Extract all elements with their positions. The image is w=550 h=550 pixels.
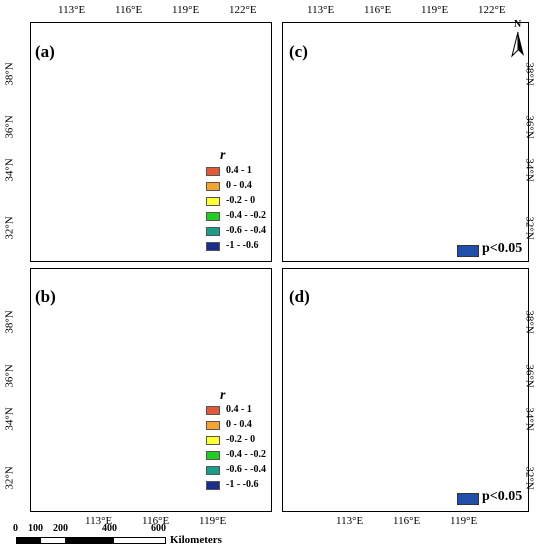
right-lat-label-c-3: 34°N — [523, 158, 536, 182]
legend-swatch — [206, 242, 220, 251]
legend-label: 0.4 - 1 — [226, 165, 252, 176]
legend-swatch — [206, 197, 220, 206]
legend-swatch — [206, 421, 220, 430]
legend-label: -0.2 - 0 — [226, 195, 256, 206]
panel-d-tag: (d) — [289, 287, 310, 306]
left-lat-label-b-4: 32°N — [3, 466, 16, 490]
scale-bar-graphic — [16, 537, 166, 544]
bottom-lon-label-d-2: 116°E — [393, 515, 421, 527]
panel-c-frame — [282, 22, 529, 262]
sig-swatch-d — [457, 493, 479, 505]
north-arrow-icon: N — [508, 19, 528, 60]
scale-tick-400: 400 — [102, 523, 117, 534]
top-lon-label-c-2: 116°E — [364, 4, 392, 16]
bottom-lon-label-d-3: 119°E — [450, 515, 478, 527]
scale-unit: Kilometers — [170, 534, 222, 546]
north-letter: N — [514, 19, 522, 30]
sig-label-c: p<0.05 — [482, 241, 523, 256]
panel-a-frame — [30, 22, 272, 262]
left-lat-label-b-1: 38°N — [3, 310, 16, 334]
legend-label: 0 - 0.4 — [226, 180, 252, 191]
top-lon-label-a-4: 122°E — [229, 4, 257, 16]
scale-tick-200: 200 — [53, 523, 68, 534]
right-lat-label-c-4: 32°N — [523, 216, 536, 240]
top-lon-label-a-2: 116°E — [115, 4, 143, 16]
bottom-lon-label-b-3: 119°E — [199, 515, 227, 527]
scale-tick-600: 600 — [151, 523, 166, 534]
legend-swatch — [206, 227, 220, 236]
legend-b: 0.4 - 1 0 - 0.4 -0.2 - 0 -0.4 - -0.2 -0.6 - … — [206, 404, 272, 496]
panel-d-frame — [282, 268, 529, 512]
scale-tick-100: 100 — [28, 523, 43, 534]
legend-swatch — [206, 167, 220, 176]
top-lon-label-a-3: 119°E — [172, 4, 200, 16]
left-lat-label-a-1: 38°N — [3, 62, 16, 86]
legend-label: 0.4 - 1 — [226, 404, 252, 415]
sig-swatch-c — [457, 245, 479, 257]
top-lon-label-a-1: 113°E — [58, 4, 86, 16]
top-lon-label-c-1: 113°E — [307, 4, 335, 16]
legend-label: -0.4 - -0.2 — [226, 449, 266, 460]
right-lat-label-d-1: 38°N — [523, 310, 536, 334]
panel-a-tag: (a) — [35, 42, 55, 61]
left-lat-label-a-4: 32°N — [3, 216, 16, 240]
legend-swatch — [206, 406, 220, 415]
legend-label: -1 - -0.6 — [226, 479, 259, 490]
left-lat-label-a-2: 36°N — [3, 115, 16, 139]
legend-label: -0.4 - -0.2 — [226, 210, 266, 221]
bottom-lon-label-b-1: 113°E — [85, 515, 113, 527]
legend-swatch — [206, 212, 220, 221]
legend-swatch — [206, 466, 220, 475]
right-lat-label-d-2: 36°N — [523, 364, 536, 388]
left-lat-label-b-2: 36°N — [3, 364, 16, 388]
panel-b-tag: (b) — [35, 287, 56, 306]
legend-label: 0 - 0.4 — [226, 419, 252, 430]
scale-tick-0: 0 — [13, 523, 18, 534]
legend-b-title: r — [220, 388, 226, 403]
legend-label: -0.2 - 0 — [226, 434, 256, 445]
legend-label: -1 - -0.6 — [226, 240, 259, 251]
top-lon-label-c-3: 119°E — [421, 4, 449, 16]
sig-label-d: p<0.05 — [482, 489, 523, 504]
panel-b-frame — [30, 268, 272, 512]
top-lon-label-c-4: 122°E — [478, 4, 506, 16]
right-lat-label-c-1: 38°N — [523, 62, 536, 86]
right-lat-label-d-4: 32°N — [523, 466, 536, 490]
legend-label: -0.6 - -0.4 — [226, 464, 266, 475]
legend-swatch — [206, 451, 220, 460]
right-lat-label-d-3: 34°N — [523, 407, 536, 431]
bottom-lon-label-b-2: 116°E — [142, 515, 170, 527]
legend-a-title: r — [220, 148, 226, 163]
right-lat-label-c-2: 36°N — [523, 115, 536, 139]
bottom-lon-label-d-1: 113°E — [336, 515, 364, 527]
legend-swatch — [206, 182, 220, 191]
scale-bar: 0 100 200 400 600 Kilometers — [10, 523, 280, 549]
legend-swatch — [206, 481, 220, 490]
left-lat-label-b-3: 34°N — [3, 407, 16, 431]
panel-c-tag: (c) — [289, 42, 308, 61]
legend-label: -0.6 - -0.4 — [226, 225, 266, 236]
legend-a: 0.4 - 1 0 - 0.4 -0.2 - 0 -0.4 - -0.2 -0.6 - … — [206, 165, 272, 257]
left-lat-label-a-3: 34°N — [3, 158, 16, 182]
legend-swatch — [206, 436, 220, 445]
